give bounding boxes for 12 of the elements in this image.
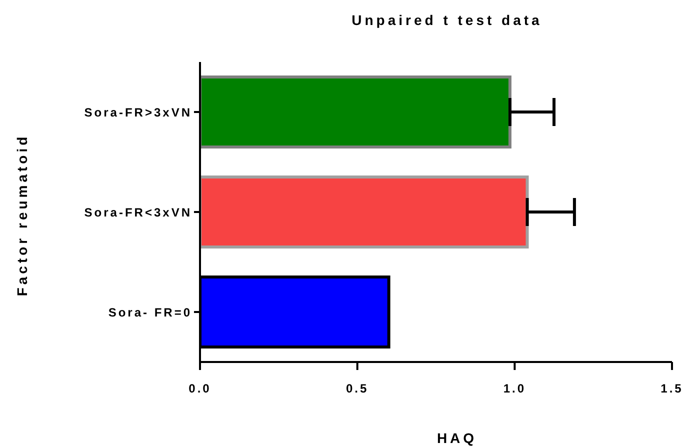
y-tick-label: Sora-FR<3xVN bbox=[84, 205, 192, 220]
x-axis-title: HAQ bbox=[436, 430, 478, 446]
y-tick-label: Sora-FR>3xVN bbox=[84, 105, 192, 120]
x-tick-label: 1.0 bbox=[503, 382, 526, 396]
y-axis-title: Factor reumatoid bbox=[14, 134, 30, 296]
bar bbox=[200, 176, 529, 248]
x-tick-label: 0.5 bbox=[346, 382, 369, 396]
chart-title: Unpaired t test data bbox=[350, 12, 544, 28]
x-tick-label: 0.0 bbox=[188, 382, 212, 396]
x-tick-label: 1.5 bbox=[660, 382, 684, 396]
y-tick-label: Sora- FR=0 bbox=[108, 305, 192, 320]
bar bbox=[200, 76, 512, 148]
